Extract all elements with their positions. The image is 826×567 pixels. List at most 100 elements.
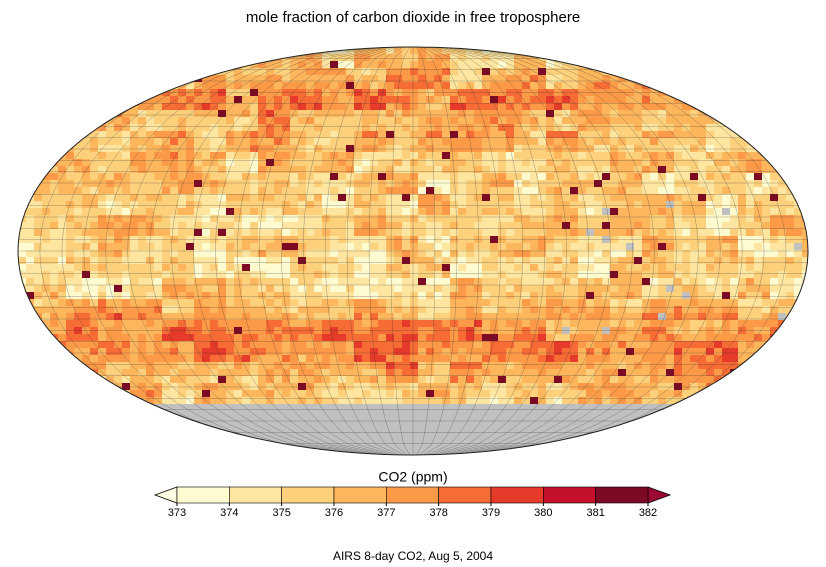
map-cell (322, 117, 331, 125)
map-cell (434, 145, 443, 153)
map-cell (42, 334, 51, 342)
map-cell (186, 180, 195, 188)
map-cell (130, 124, 139, 132)
map-cell (282, 180, 291, 188)
map-cell (218, 110, 227, 118)
map-cell (426, 61, 435, 69)
map-cell (458, 159, 467, 167)
map-cell (130, 383, 139, 391)
map-cell (258, 341, 267, 349)
map-cell (482, 299, 491, 307)
map-cell (234, 376, 243, 384)
map-cell (338, 362, 347, 370)
map-cell (210, 355, 219, 363)
map-cell (794, 243, 803, 251)
map-cell (690, 75, 699, 83)
map-cell (218, 264, 227, 272)
map-cell (98, 306, 107, 314)
map-cell (298, 320, 307, 328)
map-cell (514, 194, 523, 202)
map-cell (330, 285, 339, 293)
map-cell (378, 299, 387, 307)
map-cell (546, 334, 555, 342)
map-cell (554, 96, 563, 104)
map-cell (202, 348, 211, 356)
map-cell (426, 117, 435, 125)
map-cell (682, 145, 691, 153)
map-cell (754, 229, 763, 237)
map-cell (114, 159, 123, 167)
map-cell (242, 131, 251, 139)
map-cell (82, 271, 91, 279)
map-cell (234, 348, 243, 356)
map-cell (130, 397, 139, 405)
map-cell (530, 243, 539, 251)
map-cell (378, 376, 387, 384)
map-cell (802, 68, 808, 76)
map-cell (458, 194, 467, 202)
map-cell (722, 124, 731, 132)
map-cell (290, 180, 299, 188)
map-cell (466, 369, 475, 377)
map-cell (298, 334, 307, 342)
map-cell (58, 145, 67, 153)
map-cell (634, 257, 643, 265)
map-cell (714, 383, 723, 391)
map-cell (610, 341, 619, 349)
map-cell (690, 299, 699, 307)
map-cell (210, 131, 219, 139)
map-cell (626, 299, 635, 307)
map-cell (338, 187, 347, 195)
map-cell (490, 68, 499, 76)
map-cell (482, 376, 491, 384)
map-cell (146, 54, 155, 62)
map-cell (666, 103, 675, 111)
map-cell (730, 257, 739, 265)
map-cell (714, 208, 723, 216)
map-cell (266, 362, 275, 370)
map-cell (730, 341, 739, 349)
map-cell (258, 96, 267, 104)
map-cell (122, 243, 131, 251)
map-cell (730, 271, 739, 279)
map-cell (410, 320, 419, 328)
map-cell (178, 96, 187, 104)
map-cell (714, 201, 723, 209)
map-cell (410, 75, 419, 83)
map-cell (506, 243, 515, 251)
map-cell (538, 348, 547, 356)
map-cell (474, 152, 483, 160)
map-cell (242, 75, 251, 83)
map-cell (490, 96, 499, 104)
map-cell (482, 194, 491, 202)
map-cell (362, 47, 371, 55)
map-cell (362, 187, 371, 195)
map-cell (714, 264, 723, 272)
map-cell (82, 201, 91, 209)
map-cell (194, 117, 203, 125)
map-cell (738, 390, 747, 398)
map-cell (674, 187, 683, 195)
map-cell (138, 306, 147, 314)
map-cell (242, 285, 251, 293)
map-cell (162, 89, 171, 97)
map-cell (626, 145, 635, 153)
map-cell (58, 229, 67, 237)
map-cell (594, 82, 603, 90)
map-cell (778, 341, 787, 349)
map-cell (746, 327, 755, 335)
map-cell (794, 145, 803, 153)
map-cell (386, 194, 395, 202)
map-cell (338, 390, 347, 398)
map-cell (314, 299, 323, 307)
map-cell (690, 264, 699, 272)
map-cell (618, 222, 627, 230)
map-cell (522, 180, 531, 188)
map-cell (562, 390, 571, 398)
map-cell (74, 54, 83, 62)
map-cell (258, 264, 267, 272)
map-cell (298, 271, 307, 279)
map-cell (322, 222, 331, 230)
map-cell (74, 61, 83, 69)
map-cell (378, 47, 387, 55)
